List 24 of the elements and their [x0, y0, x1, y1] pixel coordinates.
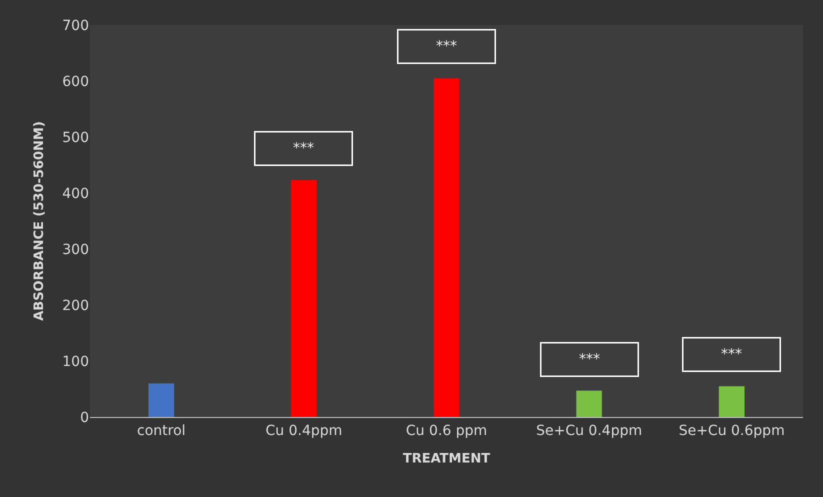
- bar: [148, 383, 174, 417]
- x-tick-label: Se+Cu 0.4ppm: [536, 422, 642, 439]
- x-axis-title: TREATMENT: [402, 451, 490, 466]
- y-tick-label: 200: [62, 298, 89, 314]
- bar: [576, 390, 602, 417]
- x-tick-label: Cu 0.6 ppm: [406, 422, 488, 439]
- annotation: ***: [721, 346, 742, 362]
- bar: [434, 78, 460, 417]
- y-tick-label: 300: [62, 242, 89, 258]
- annotation: ***: [293, 140, 314, 156]
- bar: [291, 180, 317, 417]
- y-tick-label: 100: [62, 354, 89, 370]
- y-tick-label: 600: [62, 74, 89, 90]
- y-tick-label: 0: [80, 410, 89, 426]
- x-tick-label: control: [137, 422, 186, 439]
- y-tick-label: 700: [62, 18, 89, 34]
- y-axis-title: ABSORBANCE (530-560NM): [32, 121, 48, 321]
- x-tick-label: Se+Cu 0.6ppm: [678, 422, 785, 439]
- x-tick-label: Cu 0.4ppm: [266, 422, 342, 439]
- bar: [718, 386, 745, 417]
- annotation: ***: [579, 352, 600, 368]
- annotation: ***: [436, 38, 457, 54]
- y-tick-label: 400: [62, 186, 89, 202]
- y-tick-label: 500: [62, 130, 89, 146]
